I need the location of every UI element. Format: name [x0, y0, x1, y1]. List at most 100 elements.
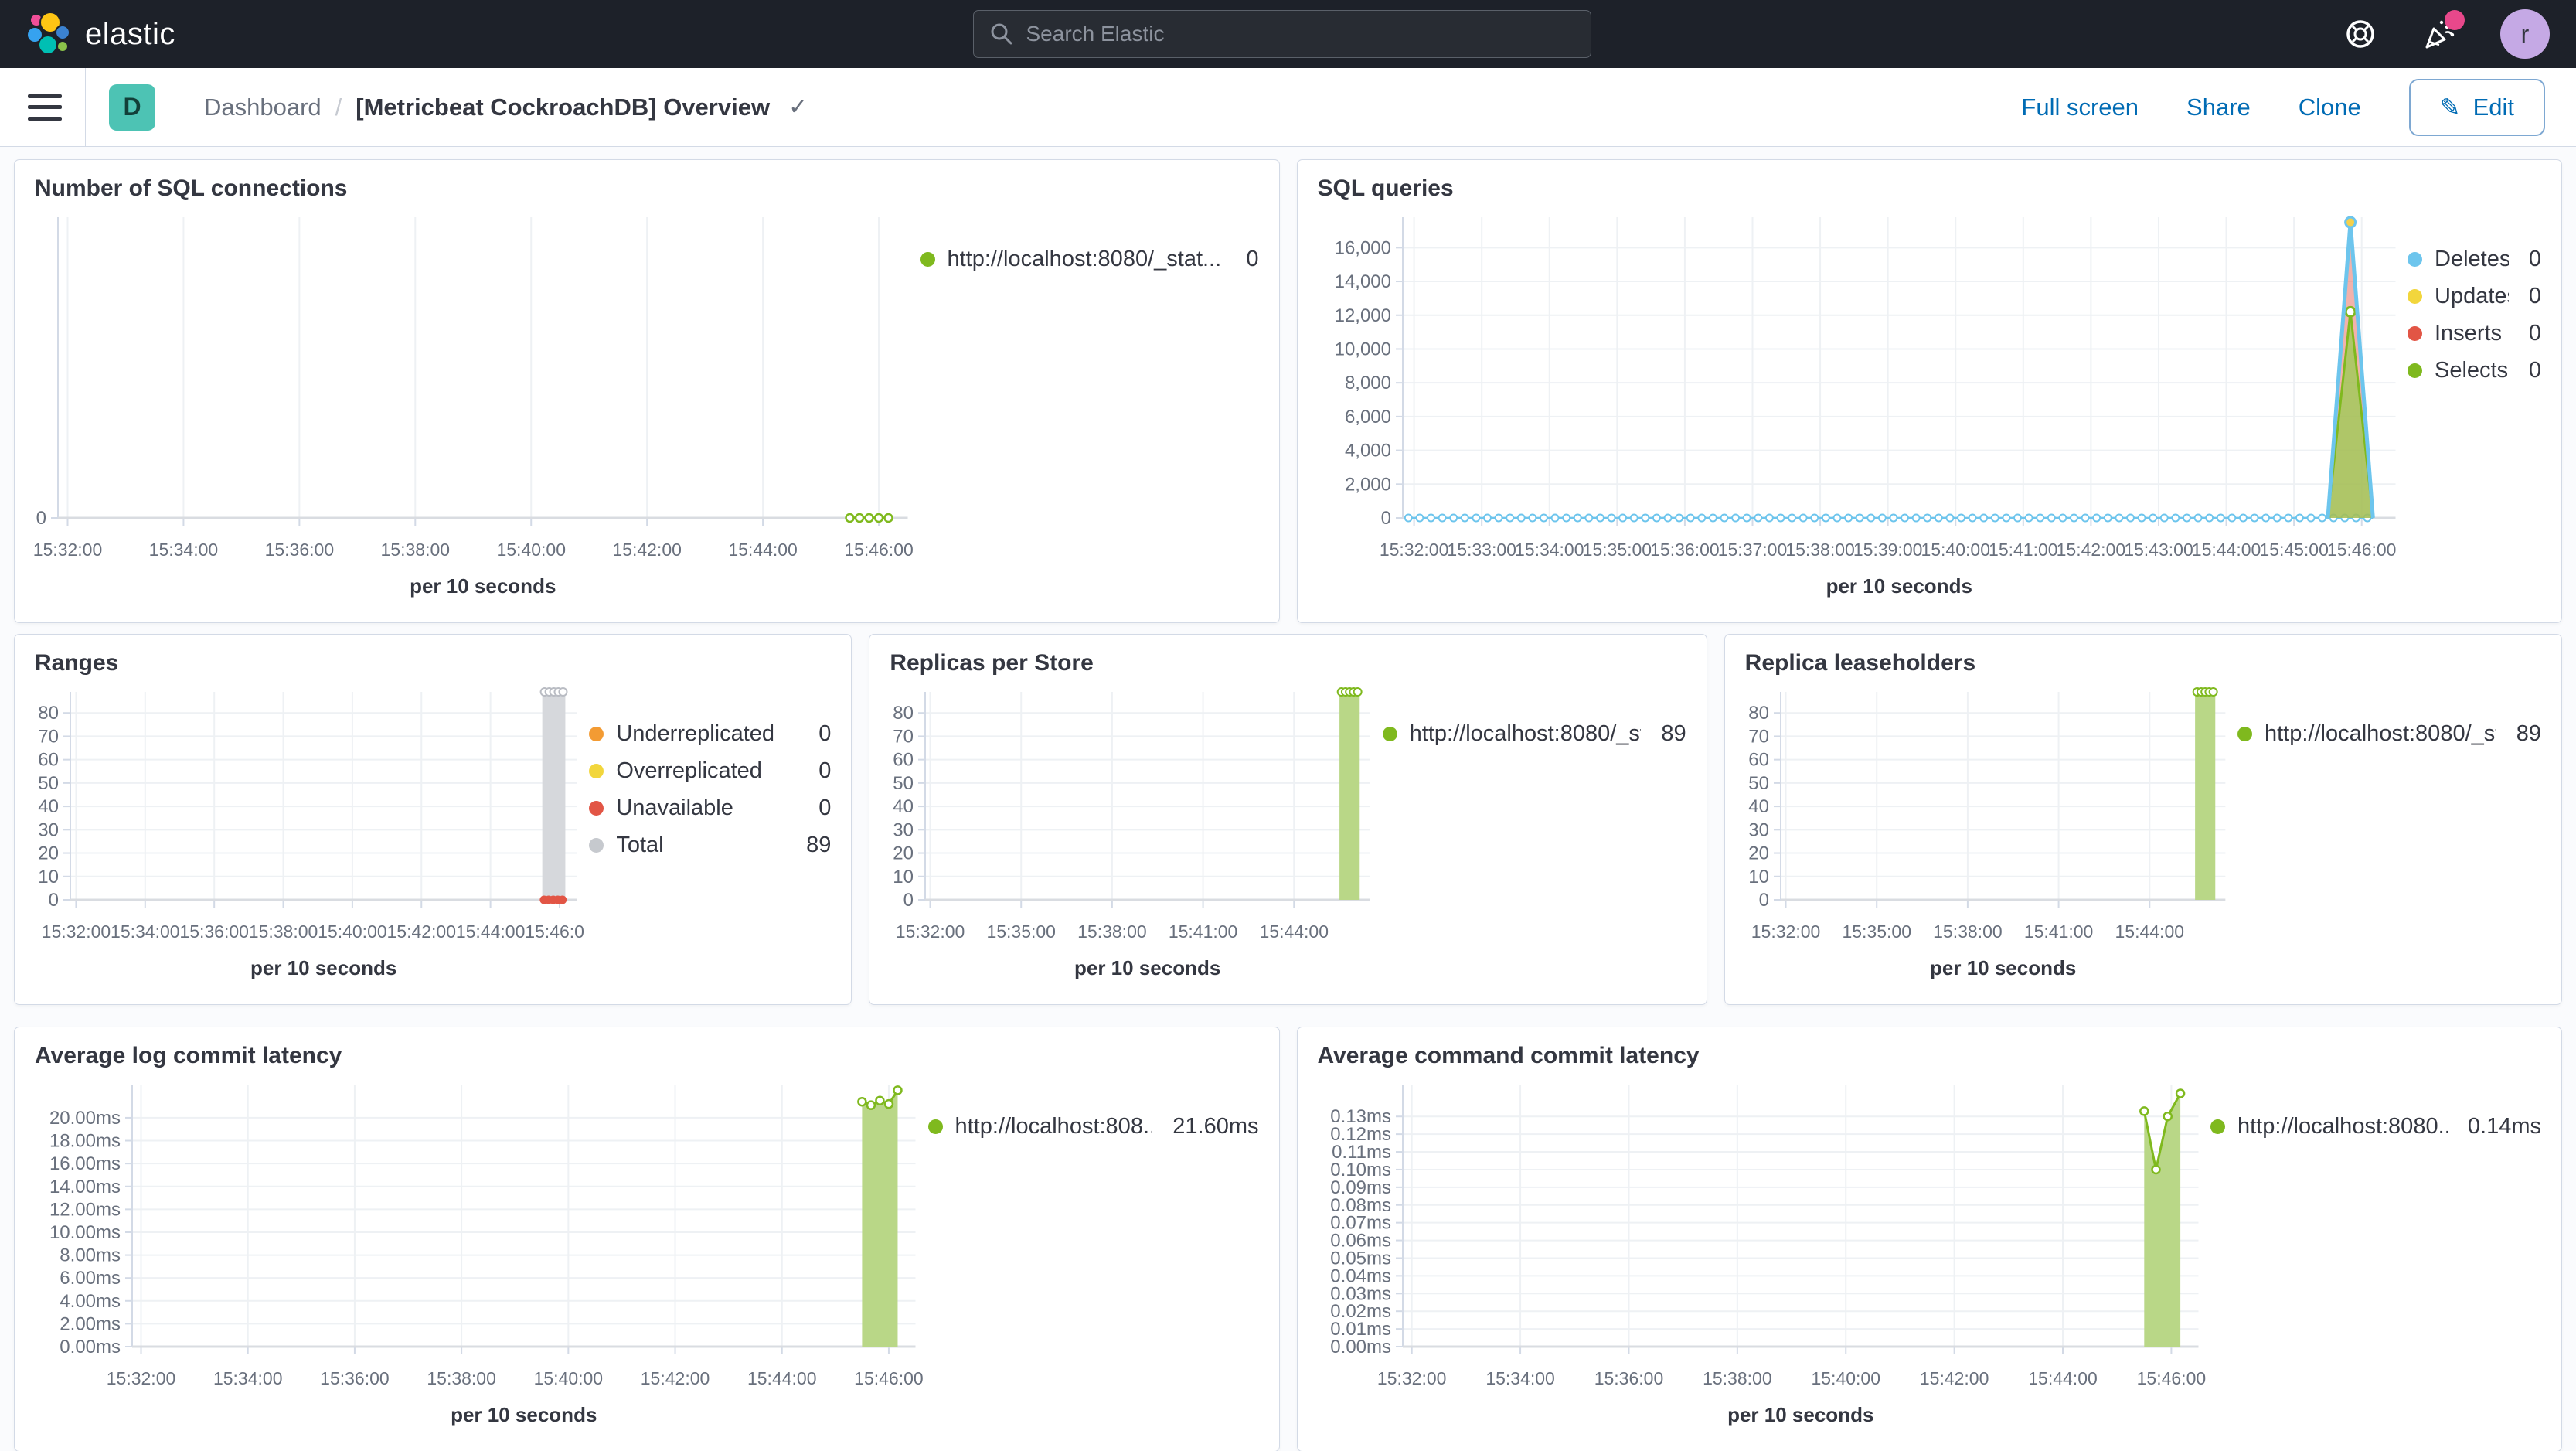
legend-item[interactable]: Overreplicated 0 [589, 758, 831, 784]
panel-sql-queries: SQL queries 0 2,000 4,000 6,000 8,000 10,000 1… [1296, 159, 2562, 623]
svg-text:15:46:00: 15:46:00 [2136, 1368, 2206, 1388]
breadcrumb-dashboard-link[interactable]: Dashboard [204, 93, 322, 121]
chart-legend: http://localhost:8080/_sta... 89 [2233, 681, 2561, 1004]
svg-text:30: 30 [893, 819, 914, 840]
log-commit-latency-chart[interactable]: 0.00ms 2.00ms4.00ms6.00ms8.00ms10.00ms12.… [15, 1074, 924, 1451]
svg-text:15:32:00: 15:32:00 [1751, 921, 1820, 942]
legend-item[interactable]: Total 89 [589, 833, 831, 858]
legend-item[interactable]: Inserts 0 [2408, 321, 2541, 346]
svg-text:14.00ms: 14.00ms [49, 1177, 121, 1197]
legend-item[interactable]: Selects 0 [2408, 358, 2541, 383]
svg-text:15:32:00: 15:32:00 [1376, 1368, 1446, 1388]
legend-item[interactable]: Underreplicated 0 [589, 721, 831, 747]
svg-text:per 10 seconds: per 10 seconds [250, 956, 396, 979]
svg-text:0.10ms: 0.10ms [1330, 1160, 1391, 1180]
svg-text:15:42:00: 15:42:00 [612, 540, 682, 560]
legend-series-dot [927, 1119, 943, 1134]
chart-legend: Deletes 0 Updates 0 Inserts 0 Selects 0 [2403, 206, 2561, 622]
page-title: [Metricbeat CockroachDB] Overview [356, 93, 771, 121]
svg-text:per 10 seconds: per 10 seconds [1930, 956, 2076, 979]
panel-title: Number of SQL connections [35, 175, 348, 201]
svg-text:0: 0 [49, 890, 59, 911]
svg-text:15:44:00: 15:44:00 [456, 921, 526, 942]
svg-text:15:40:00: 15:40:00 [496, 540, 566, 560]
svg-text:0.08ms: 0.08ms [1330, 1195, 1391, 1216]
legend-item[interactable]: Deletes 0 [2408, 247, 2541, 272]
legend-series-dot [589, 801, 604, 816]
svg-text:60: 60 [1748, 750, 1769, 771]
svg-text:15:41:00: 15:41:00 [1989, 540, 2058, 560]
svg-text:60: 60 [38, 750, 59, 771]
elastic-logo[interactable]: elastic [26, 12, 175, 56]
legend-series-value: 0 [2528, 358, 2541, 383]
svg-text:15:36:00: 15:36:00 [179, 921, 249, 942]
svg-text:15:32:00: 15:32:00 [896, 921, 965, 942]
svg-text:0.00ms: 0.00ms [60, 1337, 121, 1357]
breadcrumb: Dashboard / [Metricbeat CockroachDB] Ove… [204, 94, 808, 121]
share-button[interactable]: Share [2186, 93, 2251, 121]
legend-item[interactable]: http://localhost:8080/_sta... 89 [2237, 721, 2541, 747]
menu-button[interactable] [28, 94, 62, 121]
command-commit-latency-chart[interactable]: 0.00ms0.01ms0.02ms0.03ms0.04ms0.05ms0.06… [1298, 1074, 2207, 1451]
svg-text:0.02ms: 0.02ms [1330, 1301, 1391, 1322]
svg-text:15:34:00: 15:34:00 [1485, 1368, 1555, 1388]
panel-replicas-per-store: Replicas per Store 0 10 20 30 40 50 60 70 80 15:3… [869, 634, 1707, 1005]
svg-text:15:44:00: 15:44:00 [728, 540, 798, 560]
svg-text:10: 10 [893, 867, 914, 887]
svg-text:40: 40 [893, 796, 914, 817]
legend-item[interactable]: http://localhost:8080/_stat... 0 [920, 247, 1259, 272]
legend-item[interactable]: http://localhost:8080/_sta... 89 [1382, 721, 1686, 747]
legend-series-dot [589, 838, 604, 853]
legend-series-dot [1382, 727, 1397, 741]
panel-average-log-commit-latency: Average log commit latency 0.00ms 2.00ms 4… [14, 1027, 1280, 1451]
full-screen-button[interactable]: Full screen [2021, 93, 2139, 121]
svg-text:60: 60 [893, 750, 914, 771]
legend-item[interactable]: http://localhost:808... 21.60ms [927, 1114, 1259, 1139]
svg-text:per 10 seconds: per 10 seconds [1074, 956, 1220, 979]
svg-text:15:34:00: 15:34:00 [149, 540, 219, 560]
legend-item[interactable]: http://localhost:8080... 0.14ms [2210, 1114, 2541, 1139]
user-avatar[interactable]: r [2500, 9, 2550, 59]
dashboard-app-badge[interactable]: D [109, 83, 155, 131]
legend-item[interactable]: Unavailable 0 [589, 795, 831, 821]
panel-title: Replica leaseholders [1744, 650, 1976, 676]
svg-text:16,000: 16,000 [1334, 237, 1390, 258]
svg-text:15:32:00: 15:32:00 [107, 1368, 176, 1388]
svg-text:15:36:00: 15:36:00 [265, 540, 335, 560]
svg-text:15:42:00: 15:42:00 [386, 921, 456, 942]
legend-series-value: 0 [1246, 247, 1259, 271]
svg-text:15:43:00: 15:43:00 [2124, 540, 2193, 560]
edit-button[interactable]: ✎ Edit [2408, 78, 2545, 136]
legend-series-value: 0 [2528, 284, 2541, 308]
legend-series-label: http://localhost:8080/_stat... [947, 247, 1222, 271]
svg-text:15:39:00: 15:39:00 [1853, 540, 1922, 560]
dashboard-toolbar: D Dashboard / [Metricbeat CockroachDB] O… [0, 67, 2576, 147]
svg-text:15:32:00: 15:32:00 [1379, 540, 1448, 560]
dashboard-grid: Number of SQL connections 0 15:32:00 15:34… [0, 147, 2576, 1451]
chart-legend: Underreplicated 0 Overreplicated 0 Unavailab… [584, 681, 851, 1004]
legend-series-label: Total [616, 833, 664, 857]
notification-dot [2445, 10, 2465, 30]
svg-text:15:34:00: 15:34:00 [111, 921, 180, 942]
svg-text:0: 0 [903, 890, 914, 911]
global-search[interactable] [972, 10, 1591, 58]
legend-item[interactable]: Updates 0 [2408, 284, 2541, 309]
legend-series-value: 89 [1661, 721, 1686, 746]
help-button[interactable] [2343, 16, 2378, 52]
legend-series-value: 0 [818, 721, 832, 746]
elastic-logo-icon [26, 12, 70, 55]
clone-button[interactable]: Clone [2298, 93, 2361, 121]
news-button[interactable] [2421, 10, 2465, 52]
sql-queries-chart[interactable]: 0 2,000 4,000 6,000 8,000 10,000 12,000 14,000 1… [1298, 206, 2404, 622]
saved-check-icon[interactable]: ✓ [788, 94, 808, 120]
search-input[interactable] [1026, 22, 1575, 46]
legend-series-dot [920, 252, 935, 267]
svg-text:8.00ms: 8.00ms [60, 1245, 121, 1266]
svg-text:20: 20 [38, 843, 59, 864]
panel-title: Average command commit latency [1317, 1043, 1700, 1068]
svg-text:12,000: 12,000 [1334, 305, 1390, 326]
sql-connections-chart[interactable]: 0 15:32:00 15:34:00 15:36:00 15:38:00 15:40:0… [15, 206, 916, 622]
